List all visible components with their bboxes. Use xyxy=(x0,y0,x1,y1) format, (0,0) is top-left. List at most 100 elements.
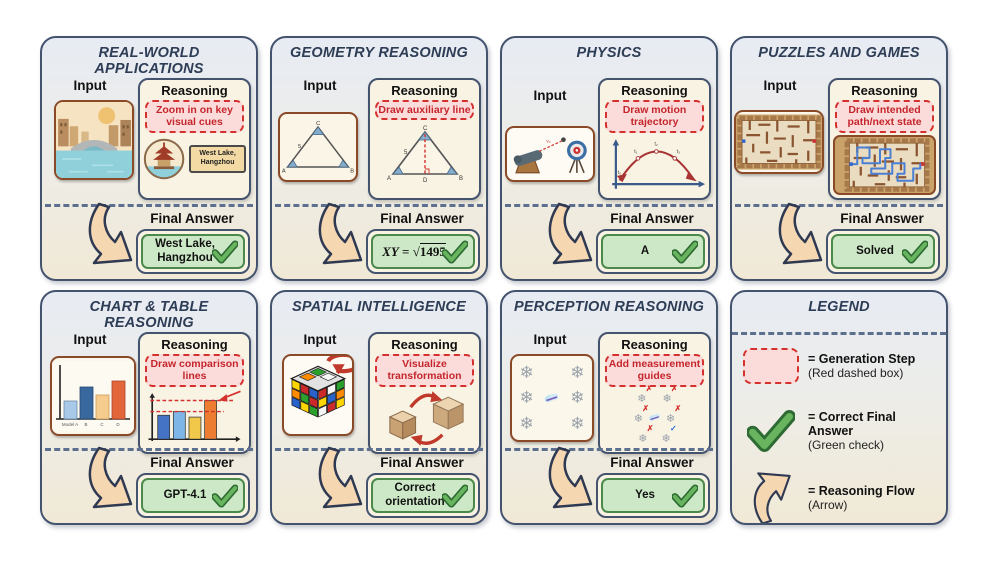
reasoning-box: Reasoning Draw intended path/next state xyxy=(828,78,941,200)
svg-text:D: D xyxy=(116,422,120,427)
panel-title: CHART & TABLE REASONING xyxy=(89,299,209,331)
legend-desc: (Green check) xyxy=(808,438,885,452)
wrong-mark: ✗ xyxy=(646,423,654,433)
maze-with-path xyxy=(833,134,936,195)
final-answer-text: GPT-4.1 xyxy=(163,488,207,501)
panel-title: SPATIAL INTELLIGENCE xyxy=(292,299,466,315)
snowflake-icon: ❄ xyxy=(519,388,534,408)
final-answer-label: Final Answer xyxy=(840,211,924,226)
svg-text:B: B xyxy=(350,169,354,175)
reasoning-figure: t₀ t₁ t₂ t₃ xyxy=(603,135,706,191)
legend-term: = Correct Final Answer xyxy=(808,410,896,438)
section-divider xyxy=(275,448,483,451)
final-answer-text: A xyxy=(640,244,650,257)
snowflake-icon: ❄ xyxy=(570,413,585,433)
svg-text:t₃: t₃ xyxy=(677,149,680,155)
reasoning-label: Reasoning xyxy=(161,337,228,352)
panel-perception-reasoning: PERCEPTION REASONING Input ❄ ❄ ❄ ❄ ❄ ❄ R… xyxy=(500,290,718,525)
panel-title: REAL-WORLD APPLICATIONS xyxy=(94,45,204,77)
maze-illustration xyxy=(736,114,822,170)
final-answer-text: Correct orientation xyxy=(385,481,445,508)
svg-text:A: A xyxy=(387,176,391,182)
input-image-cannon-target: v₀ xyxy=(505,126,595,182)
generation-step: Visualize transformation xyxy=(375,354,474,387)
trajectory-plot: t₀ t₁ t₂ t₃ xyxy=(612,138,706,189)
svg-text:5: 5 xyxy=(404,150,408,156)
reasoning-box: Reasoning Draw comparison lines xyxy=(138,332,251,454)
svg-text:C: C xyxy=(316,121,320,127)
reasoning-flow-arrow-icon xyxy=(548,446,593,509)
check-icon xyxy=(442,484,468,508)
svg-text:t₂: t₂ xyxy=(655,141,658,147)
final-answer-label: Final Answer xyxy=(610,211,694,226)
final-answer-label: Final Answer xyxy=(380,455,464,470)
final-answer-box: Yes xyxy=(596,473,710,518)
final-answer-math: XY = √1495 xyxy=(382,242,446,259)
input-label: Input xyxy=(763,78,797,93)
reasoning-box: Reasoning Add measurement guides ❄ ✗ ❄ ✗ ❄… xyxy=(598,332,711,454)
final-answer-box: A xyxy=(596,229,710,274)
svg-text:5: 5 xyxy=(298,144,301,150)
input-image-triangle: A B C 5 xyxy=(278,112,358,182)
reasoning-label: Reasoning xyxy=(621,337,688,352)
figure-board: REAL-WORLD APPLICATIONS Input Reaso xyxy=(40,36,948,525)
final-answer-text: West Lake, Hangzhou xyxy=(155,237,215,264)
reasoning-figure: A B C 5 D xyxy=(373,122,476,184)
reasoning-figure xyxy=(373,389,476,447)
final-answer-box: Correct orientation xyxy=(366,473,480,518)
generation-step: Draw auxiliary line xyxy=(375,100,474,121)
snowflake-icon: ❄ xyxy=(570,388,585,408)
panel-legend: LEGEND = Generation Step (Red dashed box… xyxy=(730,290,948,525)
legend-item-generation-step: = Generation Step (Red dashed box) xyxy=(742,348,942,384)
panel-physics: PHYSICS Input v₀ Reasoning Draw motion t… xyxy=(500,36,718,281)
wrong-mark: ✗ xyxy=(645,383,653,393)
section-divider xyxy=(275,204,483,207)
reasoning-box: Reasoning Visualize transformation xyxy=(368,332,481,454)
section-divider xyxy=(45,448,253,451)
reasoning-flow-arrow-icon xyxy=(88,202,133,265)
rotation-illustration xyxy=(388,391,465,446)
input-image-maze xyxy=(734,110,824,174)
legend-divider xyxy=(732,332,946,335)
reasoning-figure: ❄ ✗ ❄ ✗ ❄ ✗ ❄ ✗ ❄ ✗ ❄ ✓ xyxy=(633,383,682,445)
final-answer-box: West Lake, Hangzhou xyxy=(136,229,250,274)
reasoning-figure: West Lake, Hangzhou xyxy=(143,135,246,183)
reasoning-box: Reasoning Zoom in on key visual cues xyxy=(138,78,251,200)
final-answer-box: XY = √1495 xyxy=(366,229,480,274)
panel-real-world-applications: REAL-WORLD APPLICATIONS Input Reaso xyxy=(40,36,258,281)
final-answer-box: Solved xyxy=(826,229,940,274)
input-image-rubiks-cube xyxy=(282,354,354,436)
svg-text:Model A: Model A xyxy=(62,422,78,427)
input-label: Input xyxy=(73,332,107,347)
wrong-mark: ✗ xyxy=(671,383,678,393)
snowflake-icon: ❄ xyxy=(570,363,585,383)
final-answer-label: Final Answer xyxy=(610,455,694,470)
reasoning-flow-arrow-icon xyxy=(753,472,791,523)
reasoning-label: Reasoning xyxy=(621,83,688,98)
section-divider xyxy=(505,204,713,207)
svg-text:t₁: t₁ xyxy=(634,149,637,155)
triangle-auxiliary-illustration: A B C 5 D xyxy=(387,126,463,184)
panel-title: PUZZLES AND GAMES xyxy=(758,45,920,61)
check-icon xyxy=(902,240,928,264)
legend-desc: (Arrow) xyxy=(808,498,848,512)
legend-item-correct-answer: = Correct Final Answer (Green check) xyxy=(742,410,942,452)
legend-item-reasoning-flow: = Reasoning Flow (Arrow) xyxy=(742,470,942,523)
triangle-illustration: A B C 5 xyxy=(282,121,354,175)
svg-text:v₀: v₀ xyxy=(546,138,550,143)
final-answer-box: GPT-4.1 xyxy=(136,473,250,518)
final-answer-label: Final Answer xyxy=(380,211,464,226)
legend-term: = Generation Step xyxy=(808,352,916,366)
final-answer-text: Yes xyxy=(635,488,655,501)
input-label: Input xyxy=(303,332,337,347)
reasoning-flow-arrow-icon xyxy=(318,446,363,509)
panel-geometry-reasoning: GEOMETRY REASONING Input A B C 5 Reasoni… xyxy=(270,36,488,281)
maze-path-illustration xyxy=(843,136,931,193)
check-icon xyxy=(212,484,238,508)
reasoning-label: Reasoning xyxy=(851,83,918,98)
input-label: Input xyxy=(73,78,107,93)
section-divider xyxy=(505,448,713,451)
right-mark: ✓ xyxy=(670,423,677,433)
reasoning-flow-arrow-icon xyxy=(778,202,823,265)
final-answer-label: Final Answer xyxy=(150,211,234,226)
